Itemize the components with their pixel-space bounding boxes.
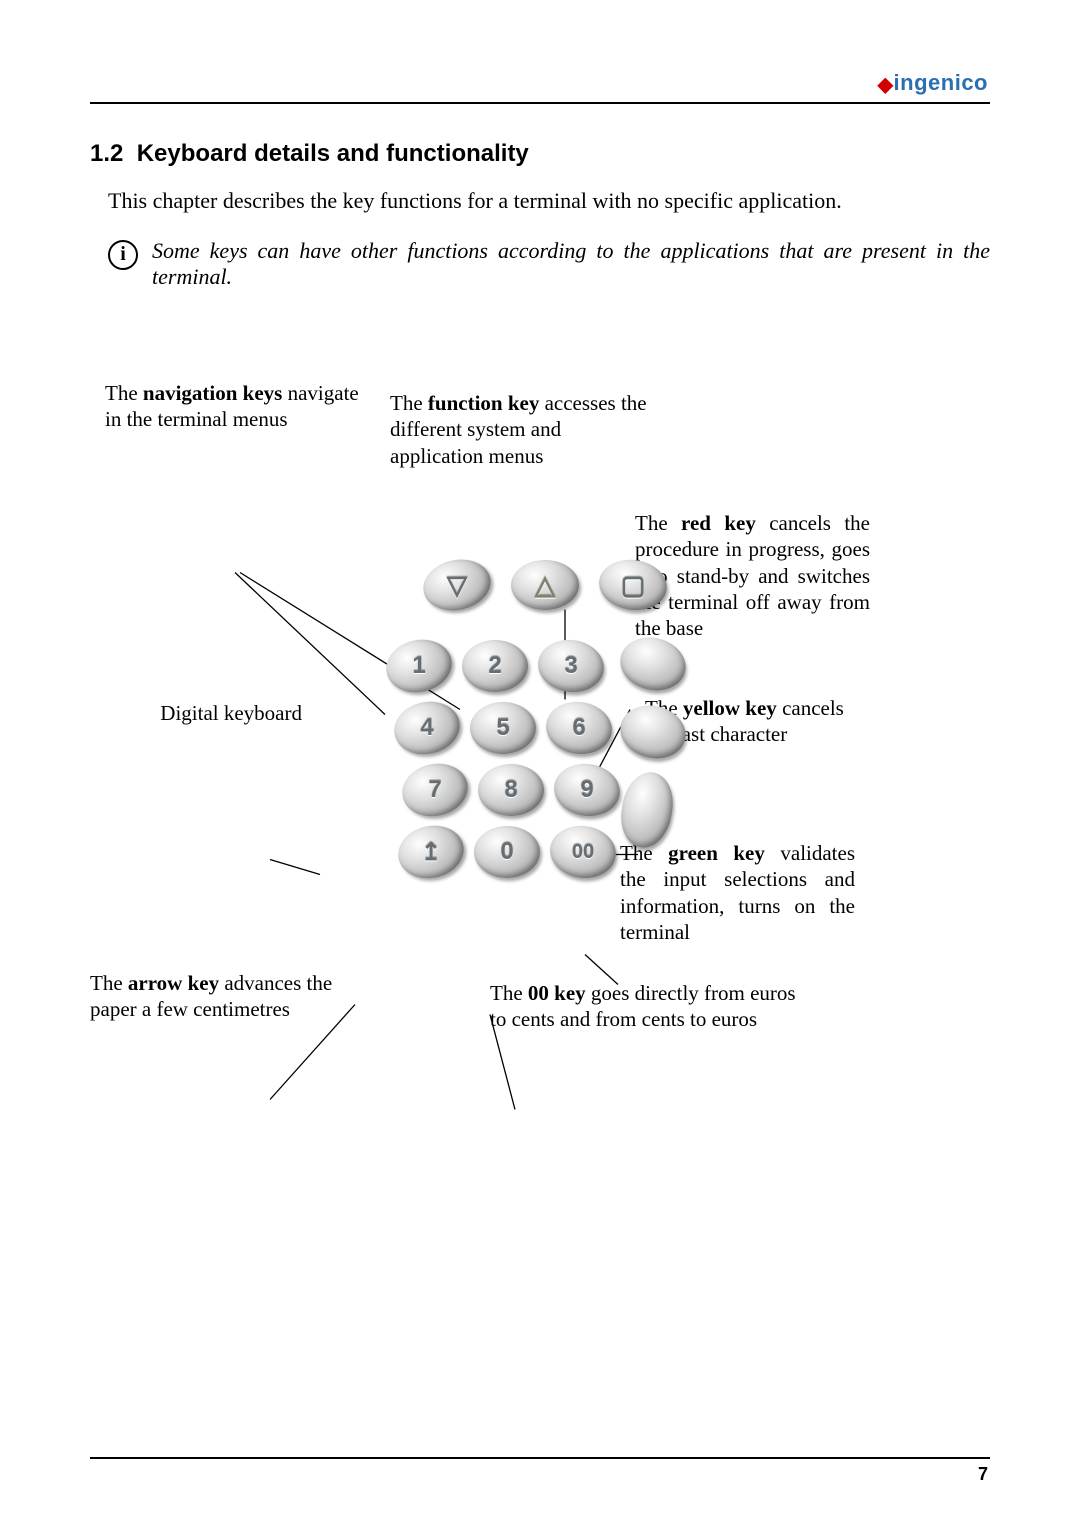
brand-logo: ◆ingenico bbox=[878, 70, 988, 97]
callout-navigation: The navigation keys navigate in the term… bbox=[105, 380, 365, 433]
footer-rule bbox=[90, 1457, 990, 1459]
keyboard-diagram: The navigation keys navigate in the term… bbox=[90, 380, 990, 1369]
green-key bbox=[622, 772, 672, 848]
key-9: 9 bbox=[554, 764, 620, 816]
info-note: i Some keys can have other functions acc… bbox=[108, 238, 990, 290]
key-6: 6 bbox=[546, 702, 612, 754]
header-rule bbox=[90, 102, 990, 104]
section-title: 1.2 Keyboard details and functionality bbox=[90, 140, 990, 168]
yellow-key bbox=[620, 706, 686, 758]
section-number: 1.2 bbox=[90, 140, 123, 167]
info-icon: i bbox=[108, 240, 138, 270]
digit-pad: 1 2 3 4 5 6 7 8 9 ↥ 0 00 bbox=[370, 640, 720, 878]
function-key: ▢ bbox=[599, 560, 667, 610]
red-key bbox=[620, 638, 686, 690]
key-4: 4 bbox=[394, 702, 460, 754]
nav-down-key: ▽ bbox=[423, 560, 491, 610]
callout-function: The function key accesses the different … bbox=[390, 390, 650, 469]
callout-arrow: The arrow key advances the paper a few c… bbox=[90, 970, 340, 1023]
keypad: ▽ △ ▢ bbox=[370, 560, 720, 888]
key-2: 2 bbox=[462, 640, 528, 692]
brand-name: ingenico bbox=[894, 70, 988, 95]
nav-up-key: △ bbox=[511, 560, 579, 610]
callout-digital: Digital keyboard bbox=[132, 700, 302, 726]
key-8: 8 bbox=[478, 764, 544, 816]
intro-text: This chapter describes the key functions… bbox=[108, 188, 990, 214]
brand-dot-icon: ◆ bbox=[878, 74, 894, 96]
callout-00: The 00 key goes directly from euros to c… bbox=[490, 980, 810, 1033]
key-00: 00 bbox=[550, 826, 616, 878]
key-0: 0 bbox=[474, 826, 540, 878]
page-number: 7 bbox=[978, 1464, 988, 1485]
page: ◆ingenico 1.2 Keyboard details and funct… bbox=[0, 0, 1080, 1529]
key-7: 7 bbox=[402, 764, 468, 816]
key-3: 3 bbox=[538, 640, 604, 692]
paper-feed-key: ↥ bbox=[398, 826, 464, 878]
info-note-text: Some keys can have other functions accor… bbox=[152, 238, 990, 290]
section-heading: Keyboard details and functionality bbox=[137, 140, 529, 167]
key-5: 5 bbox=[470, 702, 536, 754]
nav-row: ▽ △ ▢ bbox=[370, 560, 720, 610]
key-1: 1 bbox=[386, 640, 452, 692]
